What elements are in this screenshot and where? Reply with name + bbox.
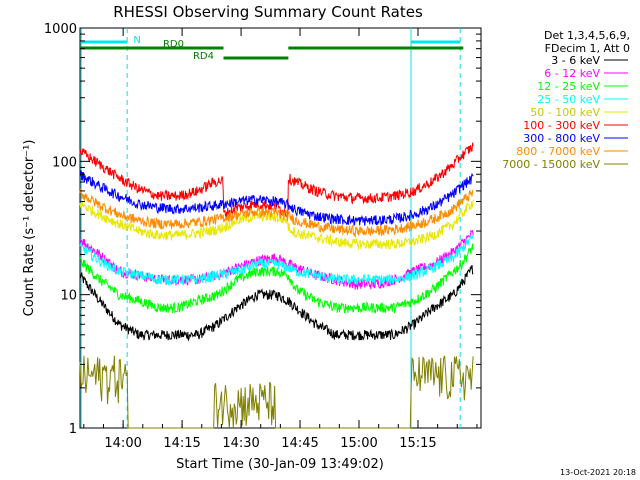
x-axis-label: Start Time (30-Jan-09 13:49:02) [176, 457, 384, 472]
flag-bars: N RD0 RD4 [80, 35, 464, 62]
y-axis-label: Count Rate (s⁻¹ detector⁻¹) [22, 140, 37, 317]
flag-label-rd4: RD4 [193, 51, 214, 62]
series-line-7 [79, 170, 474, 227]
series-line-8 [79, 188, 474, 239]
x-tick-label-4: 14:45 [281, 436, 318, 451]
legend-label-6: 100 - 300 keV [523, 119, 600, 132]
chart-title: RHESSI Observing Summary Count Rates [113, 3, 423, 21]
series-line-4 [79, 234, 474, 286]
x-tick-label-3: 14:30 [222, 436, 259, 451]
legend-label-3: 12 - 25 keV [537, 80, 600, 93]
x-axis: 14:00 14:15 14:30 14:45 15:00 15:15 [83, 28, 478, 451]
x-tick-label-2: 14:15 [163, 436, 200, 451]
flag-label-n: N [133, 35, 140, 46]
y-tick-label-4: 1000 [44, 22, 77, 37]
legend-label-7: 300 - 800 keV [523, 132, 600, 145]
y-axis: 1 10 100 1000 [44, 22, 481, 437]
y-tick-label-3: 100 [52, 155, 77, 170]
flag-label-rd0: RD0 [163, 39, 184, 50]
y-tick-label-1: 1 [69, 422, 77, 437]
timestamp: 13-Oct-2021 20:18 [560, 468, 636, 477]
x-tick-label-1: 14:00 [104, 436, 141, 451]
legend-title-line-2: FDecim 1, Att 0 [545, 42, 630, 55]
y-tick-label-2: 10 [60, 289, 77, 304]
legend: Det 1,3,4,5,6,9, FDecim 1, Att 0 3 - 6 k… [502, 29, 630, 171]
x-tick-label-5: 15:00 [340, 436, 377, 451]
legend-label-1: 3 - 6 keV [551, 54, 600, 67]
legend-title-line-1: Det 1,3,4,5,6,9, [544, 29, 630, 42]
legend-label-9: 7000 - 15000 keV [502, 158, 600, 171]
series-line-5 [79, 199, 474, 250]
series-line-9 [79, 355, 474, 429]
legend-label-8: 800 - 7000 keV [516, 145, 600, 158]
legend-label-5: 50 - 100 keV [530, 106, 600, 119]
legend-label-2: 6 - 12 keV [544, 67, 600, 80]
legend-label-4: 25 - 50 keV [537, 93, 600, 106]
series-line-1 [79, 264, 474, 342]
series-line-6 [79, 142, 474, 220]
series-lines [79, 142, 474, 429]
x-tick-label-6: 15:15 [399, 436, 436, 451]
series-line-3 [79, 243, 474, 315]
